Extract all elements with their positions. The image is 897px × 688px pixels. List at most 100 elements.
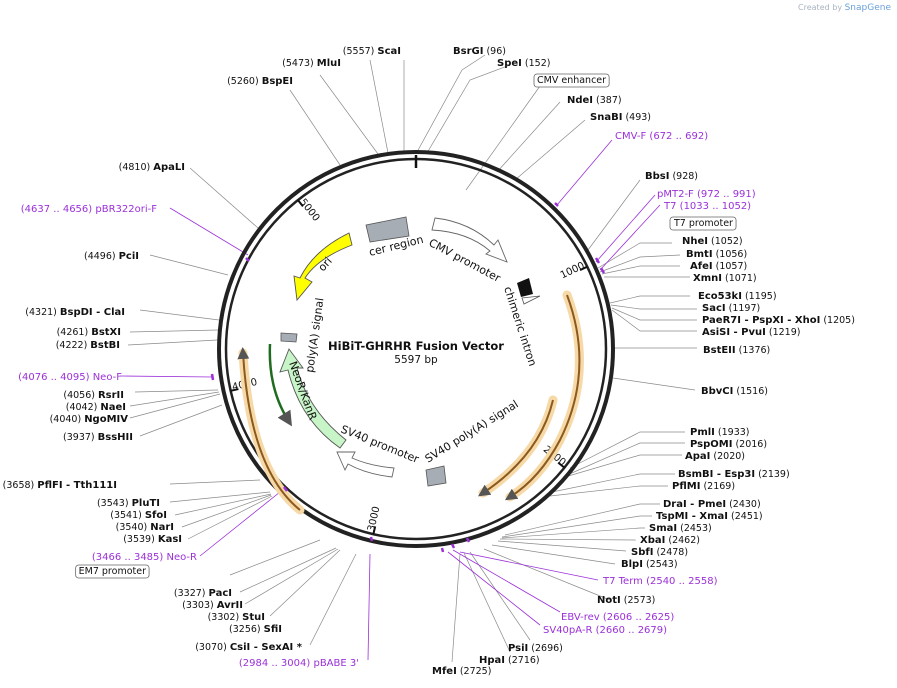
right-enzyme-label-noti: NotI (2573) [597, 595, 655, 606]
feature-label-box [533, 73, 610, 88]
left-enzyme-label-pbr322ori-f: (4637 .. 4656) pBR322ori-F [21, 204, 157, 215]
chimeric-intron-feature [517, 278, 533, 297]
right-enzyme-label-nhei: NheI (1052) [682, 236, 743, 247]
right-enzyme-label-ndei: NdeI (387) [567, 95, 622, 106]
chimeric-intron-arrow [521, 295, 541, 305]
right-enzyme-label-psii: PsiI (2696) [508, 643, 563, 654]
right-enzyme-label-bbvci: BbvCI (1516) [701, 386, 768, 397]
right-enzyme-label-bmti: BmtI (1056) [686, 249, 747, 260]
left-enzyme-label-neo-f: (4076 .. 4095) Neo-F [18, 372, 122, 383]
sv40-promoter-arrow [336, 451, 395, 478]
right-enzyme-label-saci: SacI (1197) [702, 303, 760, 314]
enzyme-labels-right: BsrGI (96)SpeI (152) CMV enhancer NdeI (38… [432, 46, 855, 677]
left-enzyme-label-mlui: (5473) MluI [282, 58, 341, 69]
right-enzyme-label-spei: SpeI (152) [497, 58, 550, 69]
tick-mark [297, 199, 304, 207]
primer-leaders [119, 139, 661, 661]
right-enzyme-label-bsmbi: BsmBI - Esp3I (2139) [678, 469, 790, 480]
right-enzyme-label-sbfi: SbfI (2478) [631, 547, 688, 558]
right-enzyme-label-t7-promoter: T7 promoter [673, 218, 733, 229]
snapgene-watermark: Created by SnapGene [798, 3, 891, 13]
right-enzyme-label-pspomi: PspOMI (2016) [690, 439, 767, 450]
tick-label: 1000 [559, 260, 587, 281]
right-enzyme-label-xbai: XbaI (2462) [640, 535, 700, 546]
right-enzyme-label-paer7i: PaeR7I - PspXI - XhoI (1205) [702, 315, 855, 326]
left-enzyme-label-pbabe-3-: (2984 .. 3004) pBABE 3' [239, 658, 359, 669]
left-enzyme-label-naei: (4042) NaeI [66, 402, 126, 413]
right-enzyme-label-drai: DraI - PmeI (2430) [663, 499, 761, 510]
tick-label: 5000 [297, 197, 321, 224]
left-enzyme-label-apali: (4810) ApaLI [119, 162, 185, 173]
left-enzyme-label-nari: (3540) NarI [116, 522, 174, 533]
left-enzyme-label-sfii: (3256) SfiI [229, 624, 282, 635]
neor-inner-arrow [268, 343, 292, 427]
left-enzyme-label-em7-promoter: EM7 promoter [79, 566, 146, 577]
left-enzyme-label-ngomiv: (4040) NgoMIV [50, 414, 129, 425]
leader-lines [127, 54, 697, 663]
left-enzyme-label-neo-r: (3466 .. 3485) Neo-R [92, 552, 197, 563]
right-enzyme-label-hpai: HpaI (2716) [479, 655, 540, 666]
right-enzyme-label-bsteii: BstEII (1376) [703, 345, 770, 356]
left-enzyme-label-rsrii: (4056) RsrII [63, 390, 124, 401]
right-enzyme-label-t7-term: T7 Term (2540 .. 2558) [602, 576, 718, 587]
sv40-polya-feature [425, 465, 447, 487]
ori-arrow [293, 232, 353, 302]
tick-label: 3000 [366, 505, 382, 532]
em7-outer-line [237, 347, 301, 511]
right-enzyme-label-apai: ApaI (2020) [685, 451, 745, 462]
left-enzyme-label-avrii: (3303) AvrII [182, 600, 243, 611]
watermark-brand: SnapGene [844, 3, 891, 13]
watermark-created-by: Created by [798, 3, 843, 12]
left-enzyme-label-bspdi: (4321) BspDI - ClaI [25, 307, 125, 318]
right-enzyme-label-asisi: AsiSI - PvuI (1219) [702, 327, 800, 338]
right-enzyme-label-ebv-rev: EBV-rev (2606 .. 2625) [561, 612, 674, 623]
left-enzyme-label-bsshii: (3937) BssHII [63, 432, 133, 443]
left-enzyme-label-scai: (5557) ScaI [343, 46, 401, 57]
neor-kanr-arrow [279, 348, 347, 449]
right-enzyme-label-bbsi: BbsI (928) [645, 171, 698, 182]
feature-label-box [669, 216, 737, 231]
right-enzyme-label-blpi: BlpI (2543) [621, 559, 678, 570]
right-enzyme-label-pmli: PmlI (1933) [690, 427, 750, 438]
cmv-promoter-arrow [431, 217, 508, 263]
right-enzyme-label-sv40pa-r: SV40pA-R (2660 .. 2679) [543, 625, 667, 636]
left-enzyme-label-stui: (3302) StuI [208, 612, 265, 623]
left-enzyme-label-pcii: (4496) PciI [84, 251, 139, 262]
left-enzyme-label-pluti: (3543) PluTI [97, 498, 160, 509]
right-enzyme-label-afei: AfeI (1057) [690, 261, 747, 272]
left-enzyme-label-pflfi: (3658) PflFI - Tth111I [3, 480, 117, 491]
right-enzyme-label-eco53ki: Eco53kI (1195) [698, 291, 777, 302]
right-enzyme-label-snabi: SnaBI (493) [590, 112, 651, 123]
backbone-outer-ring [217, 150, 615, 548]
tick-mark [557, 461, 566, 469]
plasmid-name: HiBiT-GHRHR Fusion Vector [328, 339, 504, 353]
left-enzyme-label-bstxi: (4261) BstXI [57, 327, 121, 338]
orf-arrow-outer-line [504, 294, 581, 501]
right-enzyme-label-tspmi: TspMI - XmaI (2451) [656, 511, 763, 522]
primer-marks [210, 202, 606, 553]
polya-signal-feature [280, 332, 298, 343]
left-enzyme-label-sfoi: (3541) SfoI [110, 510, 167, 521]
sv40-polya-label: SV40 poly(A) signal [423, 398, 521, 466]
polya-signal-label: poly(A) signal [303, 297, 326, 373]
left-enzyme-label-bstbi: (4222) BstBI [56, 340, 120, 351]
right-enzyme-label-pmt2-f: pMT2-F (972 .. 991) [657, 189, 756, 200]
right-enzyme-label-xmni: XmnI (1071) [693, 273, 757, 284]
right-enzyme-label-t7: T7 (1033 .. 1052) [663, 201, 751, 212]
cer-region-feature [365, 216, 410, 243]
enzyme-labels-left: (5557) ScaI(5473) MluI (5260) BspEI (4810)… [3, 46, 401, 669]
tick-mark [372, 526, 377, 535]
right-enzyme-label-pflmi: PflMI (2169) [672, 481, 735, 492]
left-enzyme-label-csii: (3070) CsiI - SexAI * [195, 642, 303, 653]
orf-arrow-inner-line [478, 399, 554, 497]
left-enzyme-label-paci: (3327) PacI [174, 588, 232, 599]
right-enzyme-label-cmv-f: CMV-F (672 .. 692) [615, 131, 708, 142]
left-enzyme-label-kasi: (3539) KasI [123, 534, 182, 545]
right-enzyme-label-smai: SmaI (2453) [649, 523, 712, 534]
feature-label-box [75, 564, 150, 579]
plasmid-length: 5597 bp [394, 354, 438, 366]
tick-mark [230, 388, 239, 392]
right-enzyme-label-cmv-enhancer: CMV enhancer [537, 75, 606, 86]
right-enzyme-label-bsrgi: BsrGI (96) [453, 46, 506, 57]
